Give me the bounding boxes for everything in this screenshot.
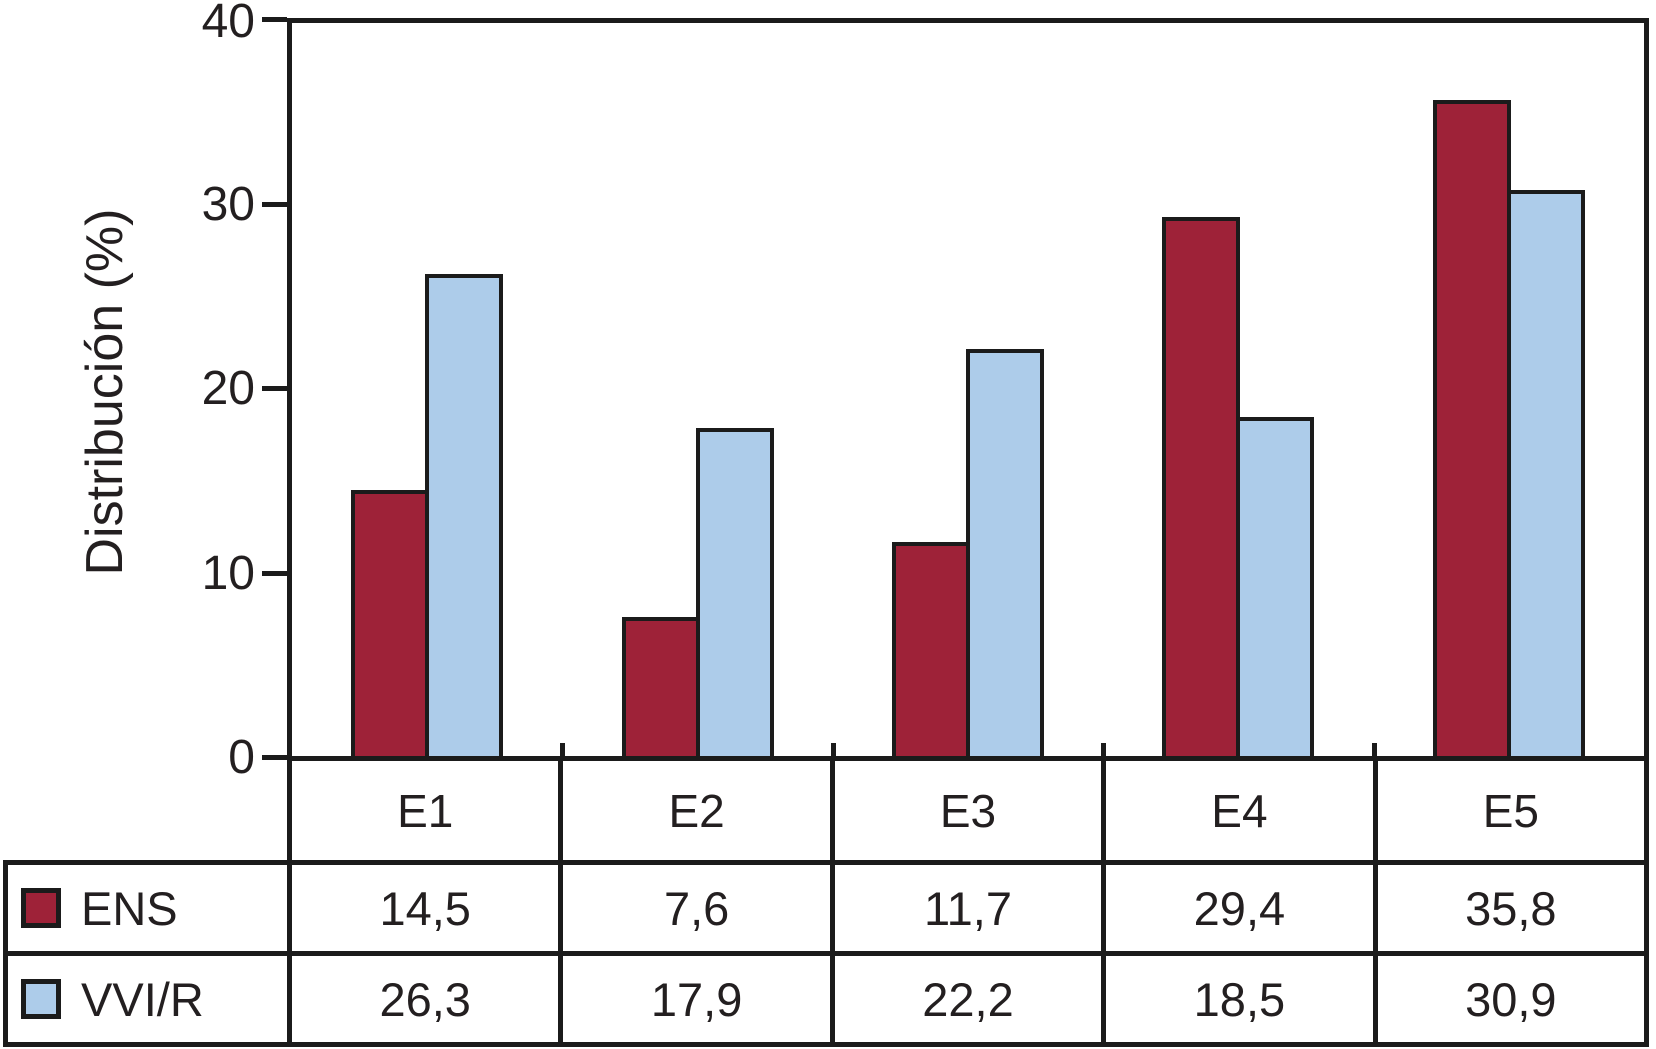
vvir-value-e3: 22,2 (835, 956, 1107, 1042)
ens-value-e1: 14,5 (292, 865, 564, 951)
bar-group-e5 (1374, 23, 1644, 756)
vvir-value-e4: 18,5 (1106, 956, 1378, 1042)
bar-group-e2 (562, 23, 832, 756)
x-axis-tick-2 (831, 743, 836, 756)
x-axis-tick-3 (1101, 743, 1106, 756)
bar-group-e3 (833, 23, 1103, 756)
y-axis-title: Distribución (%) (76, 208, 134, 576)
ens-value-e3: 11,7 (835, 865, 1107, 951)
vvir-legend-label: VVI/R (81, 972, 204, 1026)
ens-legend-label: ENS (81, 881, 178, 935)
vvir-value-e2: 17,9 (563, 956, 835, 1042)
bar-groups (292, 23, 1644, 756)
y-tick-mark-10 (262, 571, 287, 576)
vvir-value-e1: 26,3 (292, 956, 564, 1042)
y-tick-mark-20 (262, 386, 287, 391)
vvir-legend-swatch (21, 979, 61, 1019)
ens-value-e5: 35,8 (1465, 881, 1557, 935)
plot-area (287, 18, 1649, 761)
y-tick-label-40: 40 (201, 0, 255, 48)
table-row-vvir: VVI/R 26,3 17,9 22,2 18,5 30,9 (8, 951, 1644, 1042)
bar-ens-e4 (1162, 217, 1241, 756)
bar-ens-e5 (1432, 99, 1511, 756)
y-tick-label-0: 0 (228, 731, 255, 784)
x-axis-tick-4 (1372, 743, 1377, 756)
legend-cell-ens: ENS (8, 865, 292, 951)
y-tick-mark-30 (262, 202, 287, 207)
category-label-e4: E4 (1106, 761, 1378, 860)
bar-vvir-e5 (1506, 189, 1585, 756)
ens-value-e2: 7,6 (563, 865, 835, 951)
category-label-e2: E2 (563, 761, 835, 860)
bar-vvir-e4 (1236, 417, 1315, 756)
category-label-e3: E3 (835, 761, 1107, 860)
ens-value-e4: 29,4 (1106, 865, 1378, 951)
bar-ens-e1 (351, 490, 430, 756)
category-header-row: E1 E2 E3 E4 E5 (287, 761, 1649, 860)
ens-legend-swatch (21, 888, 61, 928)
table-row-ens: ENS 14,5 7,6 11,7 29,4 35,8 (8, 865, 1644, 951)
y-tick-label-10: 10 (201, 547, 255, 600)
bar-group-e4 (1103, 23, 1373, 756)
y-tick-mark-0 (262, 755, 287, 760)
bar-group-e1 (292, 23, 562, 756)
legend-cell-vvir: VVI/R (8, 956, 292, 1042)
category-label-e5: E5 (1482, 784, 1539, 837)
bar-vvir-e1 (425, 274, 504, 756)
bar-vvir-e2 (695, 427, 774, 756)
bar-vvir-e3 (966, 349, 1045, 756)
vvir-value-e5: 30,9 (1465, 972, 1557, 1026)
x-axis-tick-1 (560, 743, 565, 756)
bar-ens-e2 (621, 616, 700, 756)
bar-ens-e3 (892, 541, 971, 756)
y-tick-mark-40 (262, 17, 287, 22)
y-tick-label-30: 30 (201, 178, 255, 231)
y-tick-label-20: 20 (201, 362, 255, 415)
category-label-e1: E1 (292, 761, 564, 860)
data-table: ENS 14,5 7,6 11,7 29,4 35,8 VVI/R 26,3 1… (3, 860, 1649, 1047)
